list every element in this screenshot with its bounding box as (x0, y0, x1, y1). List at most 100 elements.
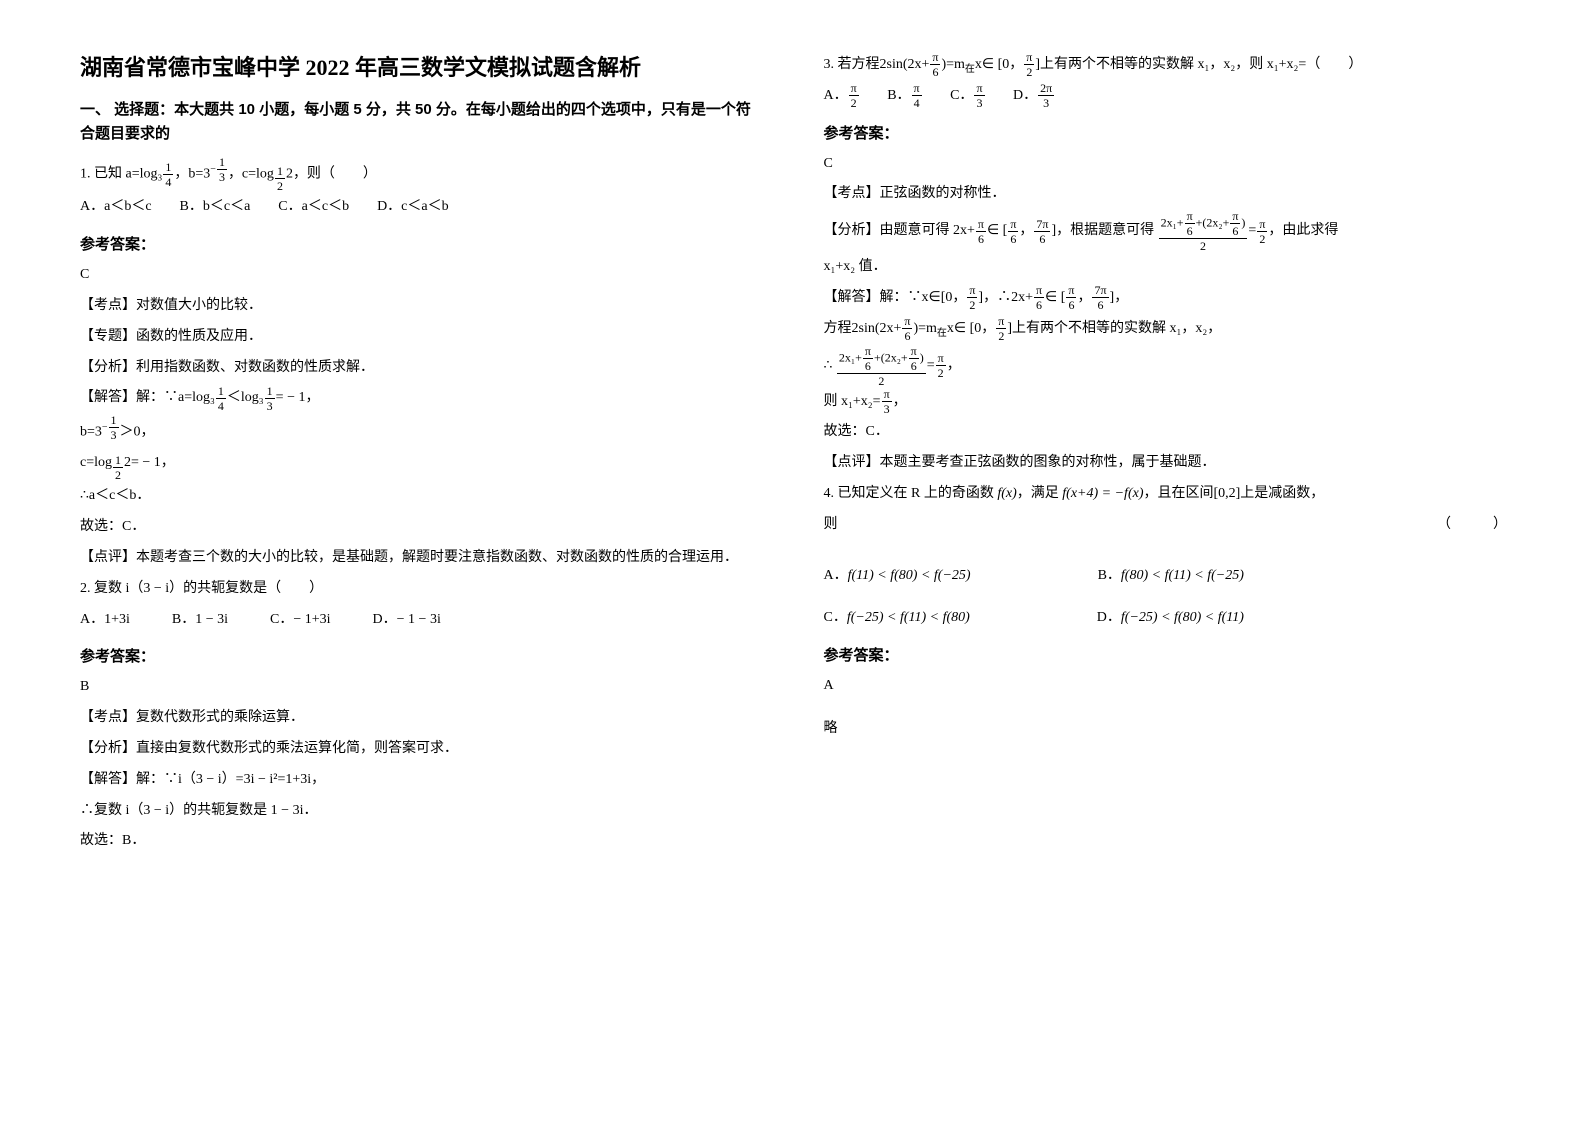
q3-jieda-5: 故选：C． (824, 417, 1508, 448)
frac-pi-6: π6 (1008, 218, 1018, 245)
frac-pi-6: π6 (976, 218, 986, 245)
text: 2= − 1， (124, 455, 175, 470)
text: 【解答】解：∵x∈[0， (824, 290, 967, 305)
frac-pi-2: π2 (996, 315, 1006, 342)
q1-text: 1. 已知 a=log₃ (80, 166, 162, 181)
text: ，满足 (1017, 486, 1063, 501)
q1-jieda-5: 故选：C． (80, 512, 764, 543)
text: 【解答】解：∵a=log₃ (80, 390, 215, 405)
text: ＜log₃ (227, 390, 264, 405)
text: f(x+4) = −f(x) (1062, 486, 1143, 501)
paren-blank: （ ） (1437, 510, 1507, 541)
q1-jieda-4: ∴a＜c＜b． (80, 481, 764, 512)
q3-fenxi-2: x₁+x₂ 值． (824, 252, 1508, 283)
text: ＞0， (120, 425, 155, 440)
text: ， (947, 358, 961, 373)
log-base: 12 (112, 462, 124, 473)
q3-jieda-1: 【解答】解：∵x∈[0，π2]，∴2x+π6∈ [π6，7π6]， (824, 283, 1508, 314)
frac-pi-2: π2 (967, 284, 977, 311)
text: ， (1019, 223, 1033, 238)
q2-options: A．1+3i B．1 − 3i C．− 1+3i D．− 1 − 3i (80, 605, 764, 636)
frac-pi-6: π6 (1066, 284, 1076, 311)
frac-pi-2: π2 (1257, 218, 1267, 245)
text: b=3 (80, 425, 102, 440)
q1-kaodian: 【考点】对数值大小的比较． (80, 291, 764, 322)
text: ，由此求得 (1268, 223, 1338, 238)
frac-7pi-6: 7π6 (1092, 284, 1108, 311)
q1-jieda-2: b=3−13＞0， (80, 414, 764, 448)
text: = (1248, 223, 1256, 238)
answer-label: 参考答案： (80, 645, 764, 666)
text: f(x) (997, 486, 1016, 501)
frac-7pi-6: 7π6 (1034, 218, 1050, 245)
q1-text: 2，则（ ） (286, 166, 377, 181)
page: 湖南省常德市宝峰中学 2022 年高三数学文模拟试题含解析 一、 选择题：本大题… (0, 0, 1587, 907)
text: 3. 若方程 (824, 57, 880, 72)
q4-opts-row1: A．f(11) < f(80) < f(−25) B．f(80) < f(11)… (824, 561, 1508, 592)
exp-neg-1-3: −13 (210, 164, 228, 175)
text: = (927, 358, 935, 373)
exp-neg-1-3: −13 (102, 422, 120, 433)
q1-jieda-1: 【解答】解：∵a=log₃14＜log₃13= − 1， (80, 383, 764, 414)
answer-label: 参考答案： (824, 122, 1508, 143)
q1-text: ，c=log (228, 166, 274, 181)
text: 则 x₁+x₂= (824, 394, 881, 409)
text: ∴ (824, 358, 833, 373)
right-column: 3. 若方程2sin(2x+π6)=m在x∈ [0，π2]上有两个不相等的实数解… (824, 50, 1508, 857)
q3-fenxi: 【分析】由题意可得 2x+π6∈ [π6，7π6]，根据题意可得 2x₁+π6+… (824, 210, 1508, 252)
frac-1-4: 14 (163, 161, 173, 188)
q2-jieda-1: 【解答】解：∵i（3 − i）=3i − i²=1+3i， (80, 765, 764, 796)
q2-answer: B (80, 672, 764, 703)
text: ， (1077, 290, 1091, 305)
big-frac: 2x₁+π6+(2x₂+π6)2 (1159, 210, 1248, 252)
text: 4. 已知定义在 R 上的奇函数 (824, 486, 998, 501)
q2-kaodian: 【考点】复数代数形式的乘除运算． (80, 703, 764, 734)
log-base: 12 (274, 173, 286, 184)
q2-stem: 2. 复数 i（3 − i）的共轭复数是（ ） (80, 574, 764, 605)
q4-stem-2: 则 （ ） (824, 510, 1508, 541)
text: x∈ [0， (947, 321, 995, 336)
frac-pi-2: π2 (936, 352, 946, 379)
frac-pi-2: π2 (849, 82, 859, 109)
frac-pi-6: π6 (902, 315, 912, 342)
q4-略: 略 (824, 714, 1508, 745)
frac-pi-3: π3 (882, 388, 892, 415)
text: ∈ [ (1045, 290, 1065, 305)
big-frac: 2x₁+π6+(2x₂+π6)2 (837, 345, 926, 387)
opt-c: C．f(−25) < f(11) < f(80) (824, 610, 970, 625)
q2-jieda-2: ∴复数 i（3 − i）的共轭复数是 1 − 3i． (80, 796, 764, 827)
left-column: 湖南省常德市宝峰中学 2022 年高三数学文模拟试题含解析 一、 选择题：本大题… (80, 50, 764, 857)
q1-dianping: 【点评】本题考查三个数的大小的比较，是基础题，解题时要注意指数函数、对数函数的性… (80, 543, 764, 574)
opt-b-expr: f(80) < f(11) < f(−25) (1121, 568, 1244, 583)
opt-a-label: A． (824, 88, 848, 103)
q3-jieda-2: 方程2sin(2x+π6)=m在x∈ [0，π2]上有两个不相等的实数解 x₁，… (824, 314, 1508, 345)
frac-2pi-3: 2π3 (1038, 82, 1054, 109)
text: ]，根据题意可得 (1051, 223, 1154, 238)
opt-c-expr: f(−25) < f(11) < f(80) (847, 610, 970, 625)
text: ]，∴2x+ (978, 290, 1033, 305)
q4-opts-row2: C．f(−25) < f(11) < f(80) D．f(−25) < f(80… (824, 603, 1508, 634)
q3-dianping: 【点评】本题主要考查正弦函数的图象的对称性，属于基础题． (824, 448, 1508, 479)
q3-options: A．π2 B．π4 C．π3 D．2π3 (824, 81, 1508, 112)
opt-b-label: B． (887, 88, 910, 103)
q3-jieda-4: 则 x₁+x₂=π3， (824, 387, 1508, 418)
doc-title: 湖南省常德市宝峰中学 2022 年高三数学文模拟试题含解析 (80, 50, 764, 82)
answer-label: 参考答案： (824, 644, 1508, 665)
opt-c-label: C． (950, 88, 973, 103)
text: ，且在区间[0,2]上是减函数， (1143, 486, 1324, 501)
q4-answer: A (824, 671, 1508, 702)
q1-options: A．a＜b＜c B．b＜c＜a C．a＜c＜b D．c＜a＜b (80, 192, 764, 223)
opt-d: D．f(−25) < f(80) < f(11) (1097, 610, 1244, 625)
q1-stem: 1. 已知 a=log₃14，b=3−13，c=log122，则（ ） (80, 156, 764, 192)
text: c=log (80, 455, 112, 470)
q1-jieda-3: c=log122= − 1， (80, 448, 764, 481)
frac-pi-6: π6 (930, 51, 940, 78)
frac-pi-6: π6 (1034, 284, 1044, 311)
text: = − 1， (276, 390, 320, 405)
text: 上有两个不相等的实数解 x₁，x₂，则 x₁+x₂=（ ） (1040, 57, 1362, 72)
text: 【分析】由题意可得 2x+ (824, 223, 975, 238)
q1-text: ，b=3 (174, 166, 210, 181)
opt-a-expr: f(11) < f(80) < f(−25) (848, 568, 971, 583)
q3-jieda-3: ∴ 2x₁+π6+(2x₂+π6)2=π2， (824, 345, 1508, 387)
q3-answer: C (824, 149, 1508, 180)
